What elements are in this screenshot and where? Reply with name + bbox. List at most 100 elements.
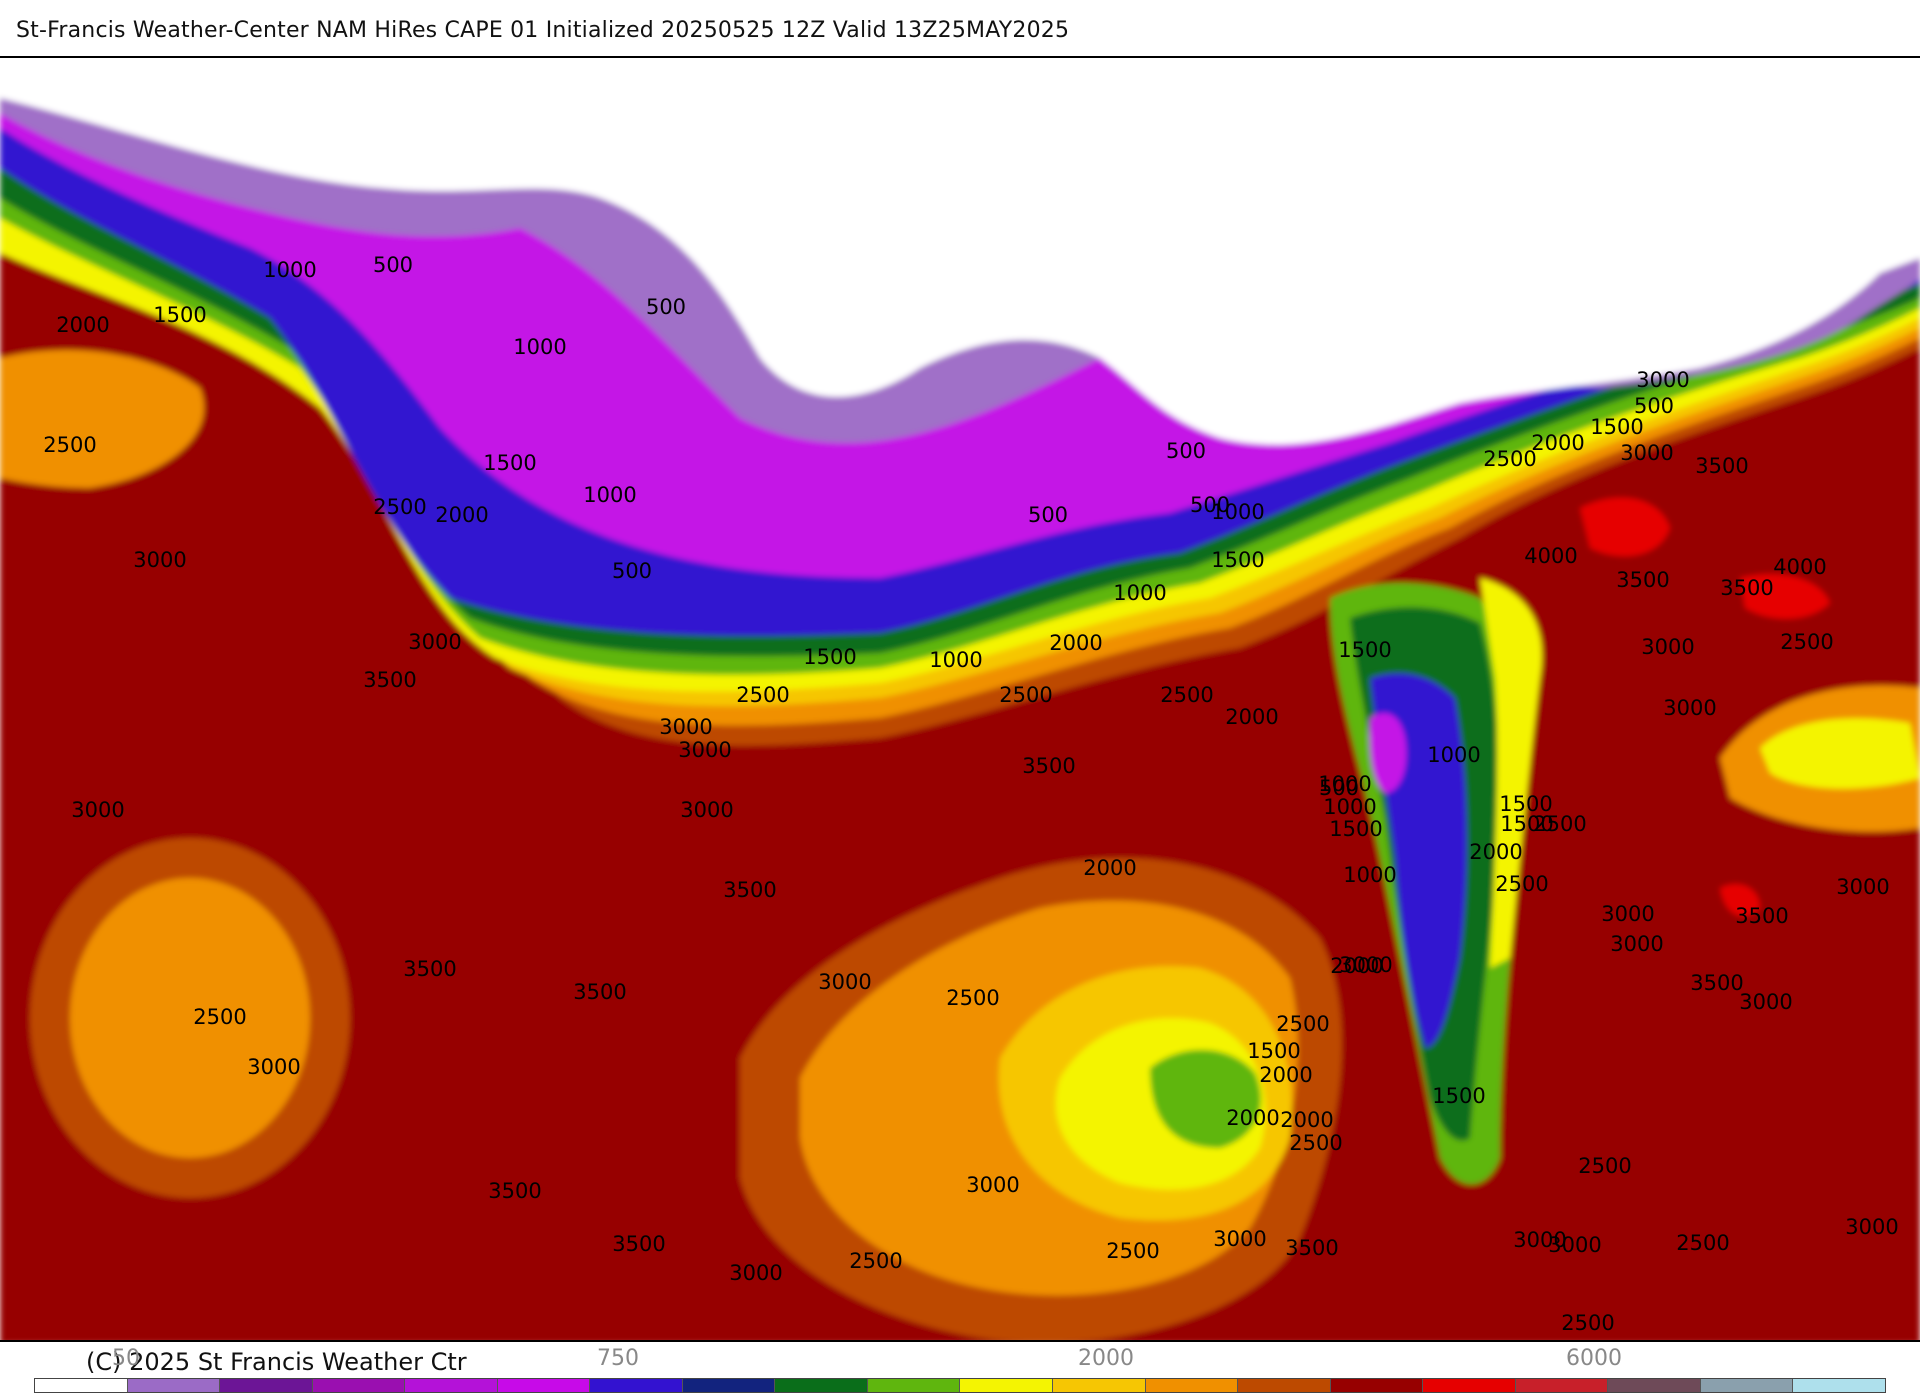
contour-label: 1500	[803, 645, 856, 669]
contour-label: 2500	[1578, 1154, 1631, 1178]
contour-label: 2000	[435, 503, 488, 527]
colorbar-segment	[497, 1379, 591, 1392]
colorbar-segment	[590, 1379, 683, 1392]
contour-label: 2000	[1049, 631, 1102, 655]
colorbar-segment	[775, 1379, 868, 1392]
contour-label: 2500	[946, 986, 999, 1010]
cape-fill-2000-west	[0, 349, 204, 488]
contour-label: 2000	[1531, 431, 1584, 455]
contour-label: 1000	[1323, 795, 1376, 819]
contour-label: 1000	[513, 335, 566, 359]
contour-label: 1500	[1211, 548, 1264, 572]
contour-label: 500	[1634, 394, 1674, 418]
colorbar-segment	[1608, 1379, 1701, 1392]
contour-label: 3500	[1022, 754, 1075, 778]
contour-label: 3000	[678, 738, 731, 762]
colorbar-segment	[127, 1379, 221, 1392]
contour-label: 2500	[1676, 1231, 1729, 1255]
contour-label: 4000	[1773, 555, 1826, 579]
contour-label: 1500	[483, 451, 536, 475]
contour-label: 2500	[1561, 1311, 1614, 1335]
contour-label: 3500	[363, 668, 416, 692]
cape-fill-west-circle-inner	[70, 878, 310, 1158]
contour-label: 1500	[1500, 812, 1553, 836]
contour-label: 3000	[71, 798, 124, 822]
contour-label: 1500	[1338, 638, 1391, 662]
colorbar-segment	[1238, 1379, 1331, 1392]
colorbar-tick-50: 50	[112, 1346, 140, 1371]
contour-label: 3000	[1601, 902, 1654, 926]
contour-label: 2500	[1160, 683, 1213, 707]
contour-label: 500	[1190, 493, 1230, 517]
colorbar-segment	[1515, 1379, 1609, 1392]
cape-fill-florida-magenta	[1369, 713, 1407, 793]
colorbar-tick-6000: 6000	[1566, 1346, 1622, 1371]
contour-label: 1000	[1343, 863, 1396, 887]
contour-label: 2500	[736, 683, 789, 707]
contour-label: 2000	[1226, 1106, 1279, 1130]
cape-fill-4000-patch-3	[1720, 884, 1760, 917]
contour-label: 3500	[1690, 971, 1743, 995]
contour-label: 2500	[1106, 1239, 1159, 1263]
contour-label: 2000	[1083, 856, 1136, 880]
contour-label: 3000	[659, 715, 712, 739]
contour-label: 2000	[1330, 954, 1383, 978]
contour-label: 3000	[966, 1173, 1019, 1197]
colorbar-segment	[867, 1379, 961, 1392]
contour-label: 3000	[1636, 368, 1689, 392]
contour-label: 500	[646, 295, 686, 319]
contour-label: 2500	[849, 1249, 902, 1273]
contour-label: 1000	[263, 258, 316, 282]
contour-label: 3000	[408, 630, 461, 654]
contour-label: 3500	[723, 878, 776, 902]
contour-label: 1000	[929, 648, 982, 672]
colorbar-segment	[405, 1379, 498, 1392]
contour-label: 1500	[1247, 1039, 1300, 1063]
cape-fill-central-gulf-green	[1150, 1049, 1261, 1148]
contour-label: 3000	[1213, 1227, 1266, 1251]
contour-label: 3000	[1339, 953, 1392, 977]
colorbar-segment	[35, 1379, 128, 1392]
colorbar-tick-750: 750	[597, 1346, 639, 1371]
contour-label: 500	[1166, 439, 1206, 463]
contour-label: 3500	[1285, 1236, 1338, 1260]
contour-label: 2500	[1276, 1012, 1329, 1036]
colorbar-segment	[1793, 1379, 1885, 1392]
contour-label: 4000	[1524, 544, 1577, 568]
contour-label: 3000	[1641, 635, 1694, 659]
contour-label: 3000	[133, 548, 186, 572]
copyright-text: (C) 2025 St Francis Weather Ctr	[86, 1348, 467, 1376]
contour-label: 2500	[999, 683, 1052, 707]
colorbar-segment	[1053, 1379, 1146, 1392]
contour-label: 3000	[1739, 990, 1792, 1014]
cape-fill-4000-patch-1	[1580, 497, 1670, 557]
contour-label: 2500	[193, 1005, 246, 1029]
contour-label: 1000	[583, 483, 636, 507]
colorbar-tick-2000: 2000	[1078, 1346, 1134, 1371]
contour-label: 2000	[1280, 1108, 1333, 1132]
contour-label: 3500	[1735, 904, 1788, 928]
contour-label: 3500	[488, 1179, 541, 1203]
contour-label: 3000	[1845, 1215, 1898, 1239]
contour-label: 2500	[1495, 872, 1548, 896]
contour-label: 2000	[1259, 1063, 1312, 1087]
contour-label: 1000	[1318, 772, 1371, 796]
contour-label: 2500	[1289, 1131, 1342, 1155]
contour-label: 2000	[1469, 840, 1522, 864]
contour-label: 3000	[1620, 441, 1673, 465]
map-title: St-Francis Weather-Center NAM HiRes CAPE…	[16, 18, 1070, 43]
cape-fill-florida-east-yellow	[1480, 578, 1542, 968]
contour-label: 2000	[56, 313, 109, 337]
contour-label: 2500	[43, 433, 96, 457]
contour-label: 3000	[1548, 1233, 1601, 1257]
colorbar-segment	[312, 1379, 406, 1392]
contour-label: 3000	[247, 1055, 300, 1079]
contour-label: 3500	[1616, 568, 1669, 592]
contour-label: 3000	[1836, 875, 1889, 899]
contour-label: 500	[1319, 776, 1359, 800]
colorbar-segment	[220, 1379, 313, 1392]
contour-label: 1500	[153, 303, 206, 327]
colorbar-segment	[1700, 1379, 1794, 1392]
contour-label: 1000	[1113, 581, 1166, 605]
contour-label: 1500	[1499, 792, 1552, 816]
